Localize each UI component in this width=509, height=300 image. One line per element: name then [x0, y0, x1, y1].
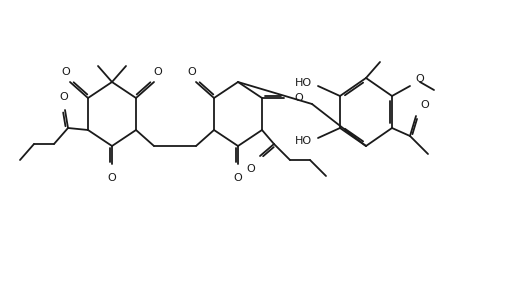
Text: O: O: [62, 67, 70, 77]
Text: HO: HO: [294, 78, 312, 88]
Text: O: O: [153, 67, 162, 77]
Text: O: O: [414, 74, 423, 84]
Text: O: O: [419, 100, 428, 110]
Text: O: O: [293, 93, 302, 103]
Text: O: O: [187, 67, 196, 77]
Text: O: O: [233, 173, 242, 183]
Text: O: O: [60, 92, 68, 102]
Text: HO: HO: [294, 136, 312, 146]
Text: O: O: [246, 164, 255, 174]
Text: O: O: [107, 173, 116, 183]
